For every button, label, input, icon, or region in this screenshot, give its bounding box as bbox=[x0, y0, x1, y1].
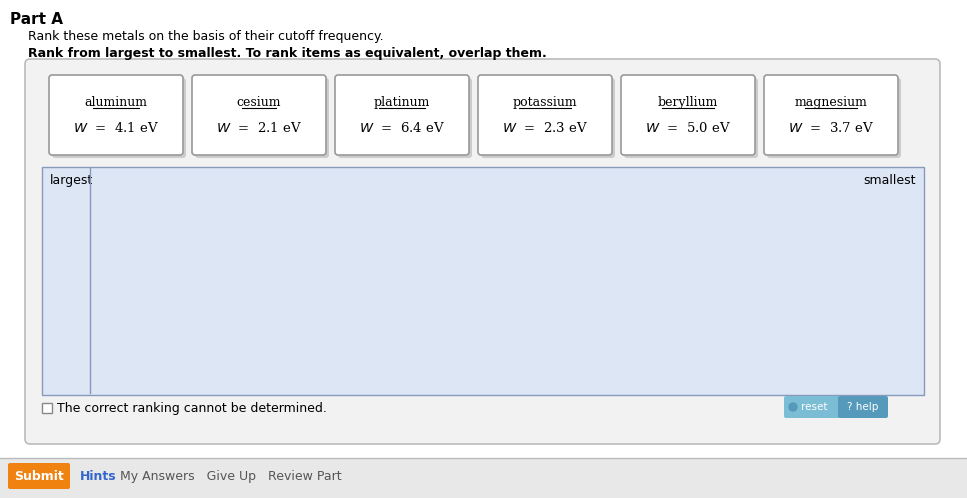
FancyBboxPatch shape bbox=[838, 396, 888, 418]
FancyBboxPatch shape bbox=[195, 78, 329, 158]
Text: platinum: platinum bbox=[374, 96, 430, 109]
FancyBboxPatch shape bbox=[0, 0, 967, 458]
FancyBboxPatch shape bbox=[478, 75, 612, 155]
Text: Submit: Submit bbox=[15, 470, 64, 483]
FancyBboxPatch shape bbox=[767, 78, 901, 158]
Text: Rank these metals on the basis of their cutoff frequency.: Rank these metals on the basis of their … bbox=[28, 30, 384, 43]
Text: Part A: Part A bbox=[10, 12, 63, 27]
Text: My Answers   Give Up   Review Part: My Answers Give Up Review Part bbox=[120, 470, 341, 483]
Text: ? help: ? help bbox=[847, 402, 879, 412]
Text: Rank from largest to smallest. To rank items as equivalent, overlap them.: Rank from largest to smallest. To rank i… bbox=[28, 47, 546, 60]
Text: cesium: cesium bbox=[237, 96, 281, 109]
FancyBboxPatch shape bbox=[8, 463, 70, 489]
FancyBboxPatch shape bbox=[0, 458, 967, 498]
Text: The correct ranking cannot be determined.: The correct ranking cannot be determined… bbox=[57, 401, 327, 414]
Text: $W$  =  6.4 eV: $W$ = 6.4 eV bbox=[359, 121, 445, 135]
Text: $W$  =  4.1 eV: $W$ = 4.1 eV bbox=[73, 121, 159, 135]
FancyBboxPatch shape bbox=[42, 403, 52, 413]
Text: reset: reset bbox=[801, 402, 827, 412]
Text: potassium: potassium bbox=[513, 96, 577, 109]
FancyBboxPatch shape bbox=[338, 78, 472, 158]
Circle shape bbox=[789, 403, 797, 411]
FancyBboxPatch shape bbox=[481, 78, 615, 158]
Text: magnesium: magnesium bbox=[795, 96, 867, 109]
Text: $W$  =  3.7 eV: $W$ = 3.7 eV bbox=[788, 121, 874, 135]
Text: $W$  =  2.1 eV: $W$ = 2.1 eV bbox=[216, 121, 302, 135]
Text: beryllium: beryllium bbox=[658, 96, 718, 109]
FancyBboxPatch shape bbox=[624, 78, 758, 158]
Text: Hints: Hints bbox=[80, 470, 117, 483]
Text: aluminum: aluminum bbox=[84, 96, 148, 109]
Text: $W$  =  2.3 eV: $W$ = 2.3 eV bbox=[502, 121, 588, 135]
Text: smallest: smallest bbox=[864, 174, 916, 187]
Text: largest: largest bbox=[50, 174, 93, 187]
FancyBboxPatch shape bbox=[25, 59, 940, 444]
FancyBboxPatch shape bbox=[49, 75, 183, 155]
FancyBboxPatch shape bbox=[52, 78, 186, 158]
FancyBboxPatch shape bbox=[335, 75, 469, 155]
FancyBboxPatch shape bbox=[42, 167, 924, 395]
FancyBboxPatch shape bbox=[764, 75, 898, 155]
Text: $W$  =  5.0 eV: $W$ = 5.0 eV bbox=[645, 121, 731, 135]
FancyBboxPatch shape bbox=[621, 75, 755, 155]
FancyBboxPatch shape bbox=[784, 396, 840, 418]
FancyBboxPatch shape bbox=[192, 75, 326, 155]
